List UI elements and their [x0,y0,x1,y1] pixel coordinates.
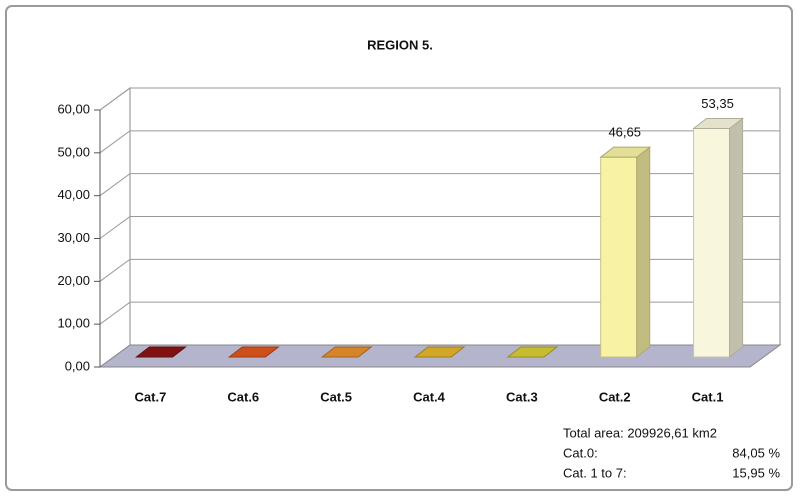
bar-front [693,127,731,358]
y-tick-label: 60,00 [57,101,90,116]
y-tick-label: 50,00 [57,144,90,159]
grid-line [99,130,780,154]
grid-line [99,301,780,325]
bar-side [636,146,651,359]
grid-line [99,87,780,111]
annotation: Total area: 209926,61 km2 [563,425,717,440]
x-tick-label: Cat.6 [227,389,259,404]
x-tick-label: Cat.2 [599,389,631,404]
annotation-label: Cat. 1 to 7: [563,465,627,480]
annotation-value: 15,95 % [732,465,780,480]
data-label: 46,65 [608,125,641,140]
grid-line [99,173,780,197]
grid-line [99,216,780,239]
bar-top [692,117,745,129]
bar-top [320,346,373,358]
annotation-label: Cat.0: [563,445,598,460]
x-tick-label: Cat.1 [692,389,724,404]
annotation-value: 84,05 % [732,445,780,460]
bar-top [227,346,280,358]
bar-front [600,156,638,358]
y-tick-label: 30,00 [57,230,90,245]
y-tick-label: 40,00 [57,187,90,202]
x-tick-label: Cat.5 [320,389,352,404]
y-tick-label: 10,00 [57,316,90,331]
y-tick-label: 20,00 [57,273,90,288]
bar-side [729,117,744,359]
bar-top [506,346,559,358]
grid-line [99,258,780,282]
x-tick-label: Cat.4 [413,389,446,404]
data-label: 53,35 [701,96,734,111]
bar-top [134,346,187,358]
chart-title: REGION 5. [367,37,433,52]
y-tick-label: 0,00 [65,358,90,373]
bar-top [413,346,466,358]
x-tick-label: Cat.7 [135,389,167,404]
x-tick-label: Cat.3 [506,389,538,404]
bar-top [599,146,652,158]
